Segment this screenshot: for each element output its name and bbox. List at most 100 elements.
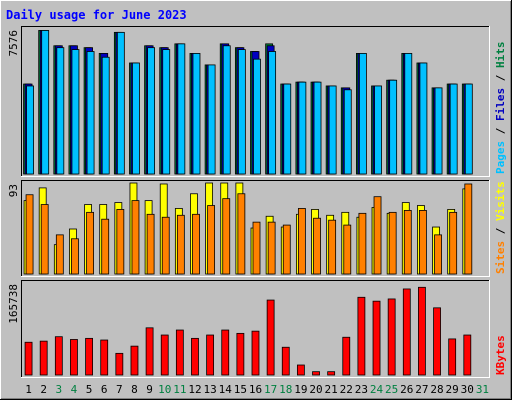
bar-visits-sites-day-13 [207,205,216,275]
bar-visits-sites-day-5 [86,211,94,275]
bar-kbytes-kbytes-day-30 [463,334,472,376]
day-label-20: 20 [309,383,322,396]
day-label-6: 6 [101,383,108,396]
bar-hits-pages-day-1 [26,85,34,175]
bar-visits-sites-day-7 [116,209,125,275]
bar-kbytes-kbytes-day-18 [281,346,290,376]
side-label-part: KBytes [494,335,507,375]
bar-hits-pages-day-14 [222,45,231,175]
bar-hits-pages-day-26 [404,53,413,175]
bar-kbytes-kbytes-day-21 [327,371,336,376]
bar-hits-pages-day-3 [56,47,65,175]
bar-visits-sites-day-21 [328,219,337,275]
side-label-part: Hits [494,42,507,69]
day-label-27: 27 [415,383,428,396]
bar-visits-sites-day-9 [146,213,155,275]
day-label-16: 16 [249,383,262,396]
bar-hits-pages-day-21 [328,85,337,175]
bar-visits-sites-day-4 [71,238,79,275]
day-label-8: 8 [131,383,138,396]
bar-hits-pages-day-10 [162,49,171,175]
series-kbytes [24,286,472,376]
bar-kbytes-kbytes-day-29 [448,338,457,376]
bar-kbytes-kbytes-day-4 [70,339,78,376]
day-label-30: 30 [461,383,474,396]
side-label-part: / [494,121,507,141]
bar-visits-sites-day-6 [101,218,110,275]
side-label-part: Sites [494,241,507,274]
bar-visits-sites-day-10 [161,216,170,275]
bar-hits-pages-day-29 [449,83,458,175]
bar-visits-sites-day-27 [419,209,427,275]
bar-hits-pages-day-13 [207,64,216,175]
bar-hits-pages-day-30 [464,83,473,175]
day-label-14: 14 [219,383,233,396]
panel-hits-ymax-label: 7576 [7,30,20,57]
bar-hits-pages-day-8 [132,62,140,175]
panel-kbytes-ymax-label: 165738 [7,284,20,324]
bar-hits-pages-day-18 [283,83,292,175]
bar-kbytes-kbytes-day-6 [100,339,109,376]
series-pages [26,30,473,175]
bar-hits-pages-day-9 [147,47,156,175]
day-label-9: 9 [146,383,153,396]
bar-kbytes-kbytes-day-15 [236,332,245,376]
bar-kbytes-kbytes-day-9 [145,327,154,376]
bar-visits-sites-day-20 [313,217,321,275]
day-label-22: 22 [340,383,353,396]
bar-kbytes-kbytes-day-28 [433,307,441,376]
bar-visits-sites-day-16 [252,221,261,275]
bar-kbytes-kbytes-day-10 [160,334,169,376]
bar-visits-sites-day-24 [373,196,382,275]
bar-visits-sites-day-8 [131,200,140,275]
day-label-13: 13 [203,383,216,396]
bar-kbytes-kbytes-day-27 [418,286,426,376]
day-labels: 1 2 3 4 5 6 7 8 9 10 11 12 13 14 15 16 17 18 19 20 21 22 23 24 2… [25,383,489,396]
bar-visits-sites-day-3 [55,234,64,275]
day-label-28: 28 [430,383,443,396]
day-label-4: 4 [71,383,78,396]
panel-kbytes-side-label: KBytes [494,335,507,375]
day-label-17: 17 [264,383,277,396]
bar-hits-pages-day-4 [71,49,80,175]
day-label-29: 29 [446,383,459,396]
bar-kbytes-kbytes-day-24 [372,300,381,376]
day-label-3: 3 [56,383,63,396]
day-label-7: 7 [116,383,123,396]
bar-hits-pages-day-20 [313,81,322,175]
bar-kbytes-kbytes-day-19 [296,364,305,376]
bar-hits-pages-day-23 [358,53,367,175]
bar-visits-sites-day-18 [282,224,291,275]
bar-hits-pages-day-16 [253,58,261,175]
bar-visits-sites-day-30 [464,183,473,275]
bar-visits-sites-day-14 [222,198,231,275]
day-label-23: 23 [355,383,368,396]
day-label-2: 2 [40,383,47,396]
bar-kbytes-kbytes-day-20 [312,371,320,376]
day-label-21: 21 [325,383,338,396]
bar-visits-sites-day-28 [434,234,442,275]
bar-kbytes-kbytes-day-2 [39,340,48,376]
panel-hits: 7576 Pages / Files / Hits [7,26,507,177]
bar-visits-sites-day-29 [449,211,458,275]
side-label-part: / [494,68,507,88]
bar-kbytes-kbytes-day-5 [85,337,93,376]
bar-visits-sites-day-25 [388,211,397,275]
day-label-26: 26 [400,383,413,396]
bar-visits-sites-day-26 [403,209,412,275]
bar-visits-sites-day-23 [358,212,367,275]
panel-visits: 93 Sites / Visits [7,180,507,277]
day-label-1: 1 [25,383,32,396]
bar-hits-pages-day-25 [389,79,398,175]
bar-visits-sites-day-1 [25,194,34,275]
side-label-part: / [494,221,507,241]
day-label-19: 19 [294,383,307,396]
bar-kbytes-kbytes-day-25 [387,298,396,376]
bar-kbytes-kbytes-day-17 [266,299,275,376]
side-label-part: Files [494,88,507,121]
day-label-5: 5 [86,383,93,396]
bar-hits-pages-day-7 [116,31,125,175]
panel-kbytes: 165738 KBytes [7,280,507,378]
series-sites [25,183,473,275]
